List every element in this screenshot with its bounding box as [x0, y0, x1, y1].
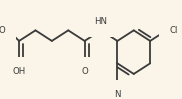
Text: O: O	[81, 67, 88, 76]
Text: Cl: Cl	[169, 26, 178, 35]
Text: O: O	[81, 67, 88, 76]
Text: HN: HN	[94, 17, 108, 26]
Text: O: O	[0, 26, 5, 35]
Text: OH: OH	[13, 67, 26, 76]
Text: O: O	[0, 26, 5, 35]
Text: HN: HN	[94, 17, 108, 26]
Text: N: N	[114, 90, 121, 99]
Text: OH: OH	[12, 67, 26, 76]
Text: Cl: Cl	[169, 26, 179, 35]
Text: N: N	[114, 90, 121, 99]
